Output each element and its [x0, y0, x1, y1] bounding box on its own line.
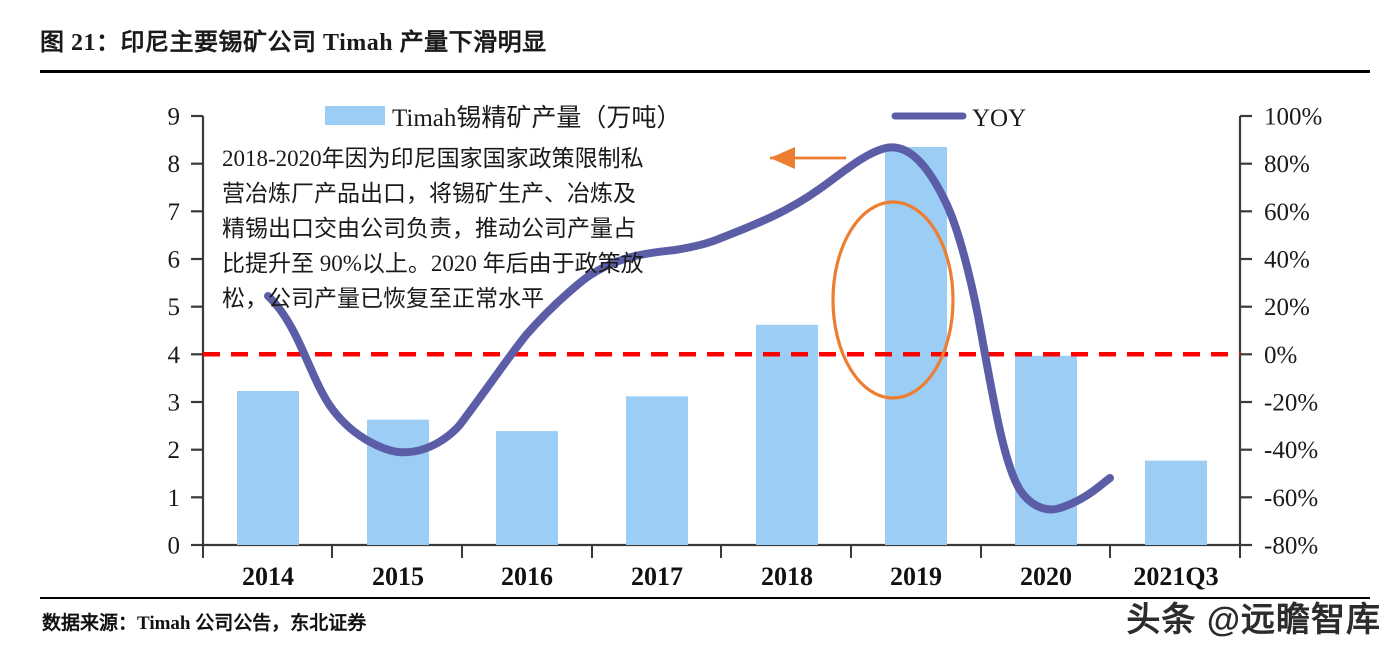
right-tick-label-6: 40%	[1264, 247, 1310, 274]
bar-2016	[496, 431, 558, 545]
left-tick-label-1: 1	[168, 485, 181, 512]
bar-2015	[367, 419, 429, 545]
cat-label-2017: 2017	[631, 562, 683, 590]
right-tick-label-3: -20%	[1264, 390, 1318, 417]
highlight-ellipse	[831, 200, 955, 400]
chart-legend: Timah锡精矿产量（万吨） YOY	[325, 104, 1026, 132]
left-tick-label-8: 8	[168, 151, 181, 178]
watermark-label: 头条 @远瞻智库	[1126, 601, 1381, 639]
cat-label-2019: 2019	[890, 562, 942, 590]
footer-divider	[40, 597, 1370, 599]
left-tick-label-2: 2	[168, 437, 181, 464]
right-tick-label-1: -60%	[1264, 485, 1318, 512]
right-tick-label-7: 60%	[1264, 199, 1310, 226]
right-axis: -80% -60% -40% -20% 0% 20% 40% 60% 80% 1…	[1238, 104, 1322, 560]
bar-series	[237, 147, 1207, 545]
legend-label-bar: Timah锡精矿产量（万吨）	[392, 104, 681, 132]
right-tick-label-0: -80%	[1264, 533, 1318, 560]
cat-label-2021q3: 2021Q3	[1133, 562, 1218, 590]
left-tick-label-9: 9	[168, 104, 181, 131]
cat-label-2014: 2014	[242, 562, 294, 590]
bar-2019	[885, 147, 947, 545]
annotation-line-4: 比提升至 90%以上。2020 年后由于政策放	[222, 251, 644, 276]
annotation-line-1: 2018-2020年因为印尼国家国家政策限制私	[222, 146, 644, 171]
cat-label-2020: 2020	[1020, 562, 1072, 590]
callout-arrow	[770, 147, 846, 169]
bar-2017	[626, 396, 688, 545]
cat-label-2018: 2018	[761, 562, 813, 590]
callout-arrow-head	[770, 147, 795, 169]
annotation-textblock: 2018-2020年因为印尼国家国家政策限制私 营冶炼厂产品出口，将锡矿生产、冶…	[222, 146, 644, 311]
right-tick-label-4: 0%	[1264, 342, 1297, 369]
right-tick-label-2: -40%	[1264, 437, 1318, 464]
right-tick-label-8: 80%	[1264, 151, 1310, 178]
left-tick-label-6: 6	[168, 247, 181, 274]
right-tick-label-5: 20%	[1264, 294, 1310, 321]
title-divider	[40, 70, 1370, 73]
figure-title-row: 图 21：印尼主要锡矿公司 Timah 产量下滑明显	[40, 22, 1370, 64]
left-tick-label-0: 0	[168, 533, 181, 560]
right-axis-tick-labels: -80% -60% -40% -20% 0% 20% 40% 60% 80% 1…	[1264, 104, 1322, 560]
cat-label-2016: 2016	[501, 562, 553, 590]
left-tick-label-5: 5	[168, 294, 181, 321]
legend-label-line: YOY	[972, 105, 1026, 132]
bar-2021q3	[1145, 460, 1207, 545]
annotation-line-3: 精锡出口交由公司负责，推动公司产量占	[222, 216, 636, 241]
left-axis-ticks	[191, 114, 203, 547]
x-axis-category-labels: 2014 2015 2016 2017 2018 2019 2020 2021Q…	[242, 562, 1219, 590]
bar-2014	[237, 391, 299, 545]
right-tick-label-9: 100%	[1264, 104, 1322, 131]
page-title: 图 21：印尼主要锡矿公司 Timah 产量下滑明显	[40, 30, 547, 56]
left-tick-label-7: 7	[168, 199, 181, 226]
left-axis-tick-labels: 0 1 2 3 4 5 6 7 8 9	[168, 104, 181, 560]
left-axis: 0 1 2 3 4 5 6 7 8 9	[168, 104, 205, 560]
bar-2020	[1015, 355, 1077, 545]
yoy-line-series	[264, 143, 1114, 514]
left-tick-label-3: 3	[168, 390, 181, 417]
cat-label-2015: 2015	[372, 562, 424, 590]
annotation-line-5: 松，公司产量已恢复至正常水平	[222, 286, 544, 311]
chart-svg: Timah锡精矿产量（万吨） YOY	[168, 104, 1323, 591]
right-axis-ticks	[1240, 114, 1252, 547]
bar-2018	[756, 324, 818, 545]
left-tick-label-4: 4	[168, 342, 181, 369]
source-note: 数据来源：Timah 公司公告，东北证券	[42, 613, 367, 634]
x-axis-ticks	[202, 545, 1241, 558]
chart-area: Timah锡精矿产量（万吨） YOY	[0, 80, 1399, 591]
legend-swatch-bar	[325, 106, 385, 125]
annotation-line-2: 营冶炼厂产品出口，将锡矿生产、冶炼及	[222, 181, 636, 206]
